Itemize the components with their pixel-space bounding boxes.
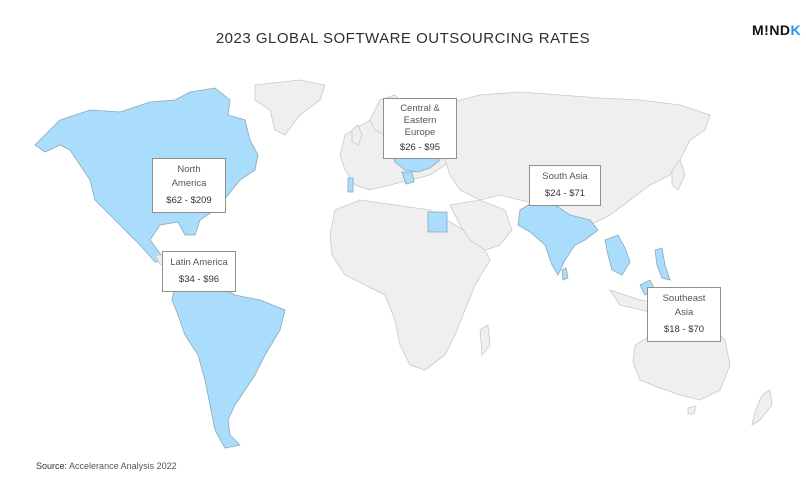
label-latin-america: Latin America $34 - $96: [162, 251, 236, 292]
source-note: Source: Accelerance Analysis 2022: [36, 461, 177, 471]
russia-asia: [439, 91, 711, 226]
map-title: 2023 GLOBAL SOFTWARE OUTSOURCING RATES: [215, 30, 591, 47]
new-zealand: [751, 389, 773, 426]
region-name: Southeast Asia: [662, 293, 706, 318]
indochina: [604, 234, 631, 276]
region-rate: $24 - $71: [544, 188, 586, 199]
region-rate: $18 - $70: [663, 324, 705, 335]
madagascar: [479, 324, 491, 357]
greenland: [254, 79, 326, 136]
region-name: Latin America: [170, 257, 228, 268]
balkans: [401, 171, 415, 185]
south-asia: [517, 197, 599, 276]
portugal: [347, 177, 354, 193]
label-southeast-asia: Southeast Asia $18 - $70: [647, 287, 721, 342]
region-rate: $34 - $96: [178, 274, 220, 285]
mindk-logo: M!NDK: [752, 22, 801, 38]
label-central-eastern-europe: Central & Eastern Europe $26 - $95: [383, 98, 457, 159]
japan: [671, 159, 686, 191]
region-name: South Asia: [542, 171, 588, 182]
region-rate: $26 - $95: [399, 142, 441, 153]
region-name: North America: [171, 164, 207, 189]
philippines: [654, 247, 671, 281]
label-south-asia: South Asia $24 - $71: [529, 165, 601, 206]
middle-east: [449, 199, 513, 251]
logo-text: M!ND: [752, 22, 791, 38]
source-text: Accelerance Analysis 2022: [69, 461, 177, 471]
region-name-line2: Eastern Europe: [403, 115, 437, 138]
logo-accent-letter: K: [790, 22, 802, 38]
label-north-america: North America $62 - $209: [152, 158, 226, 213]
sri-lanka: [561, 267, 569, 281]
region-rate: $62 - $209: [166, 195, 212, 206]
uk: [351, 124, 363, 146]
region-name-line1: Central &: [400, 103, 440, 114]
source-label: Source:: [36, 461, 68, 471]
egypt: [427, 211, 448, 233]
south-america: [171, 279, 286, 449]
tasmania: [687, 405, 697, 415]
north-america: [34, 87, 259, 263]
